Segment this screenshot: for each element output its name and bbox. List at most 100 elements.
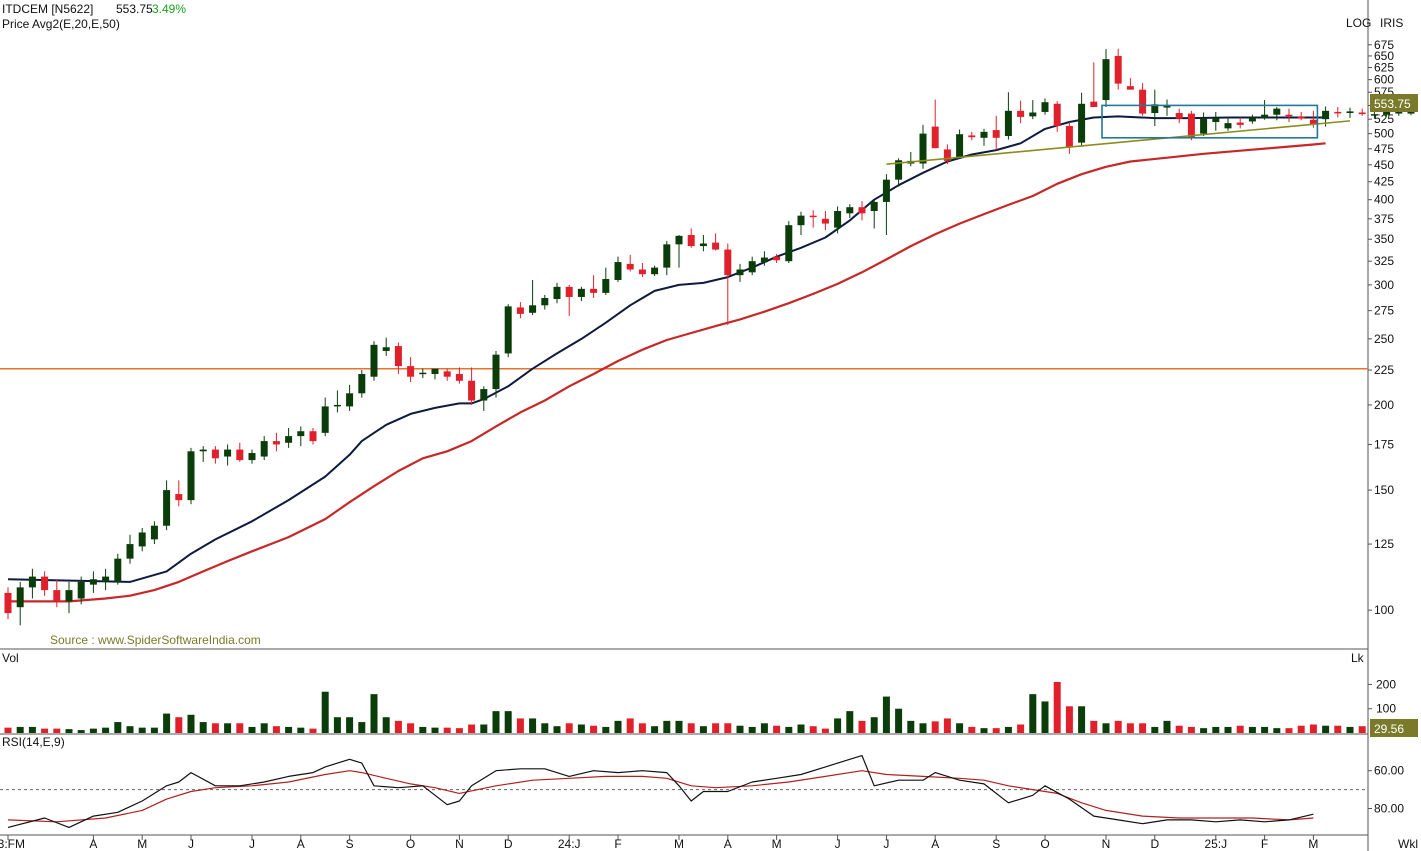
candle-up (114, 558, 122, 582)
volume-bar (150, 727, 158, 733)
volume-bar (577, 724, 585, 733)
volume-bar (1248, 726, 1256, 733)
volume-bar (992, 728, 1000, 733)
time-axis: 23:FM A M J J A S O N D 24:J F M A M J J A S O N D 25:J F M (0, 835, 1318, 851)
time-tick-label: A (931, 837, 939, 851)
volume-bar (895, 708, 903, 733)
volume-panel-label: Vol (2, 651, 19, 665)
candle-down (1017, 110, 1025, 117)
candle-down (724, 249, 732, 276)
candle-down (236, 449, 244, 461)
volume-bar (65, 729, 73, 733)
ema20-line (7, 115, 1326, 583)
volume-bar (1309, 724, 1317, 733)
volume-bar (321, 691, 329, 733)
candle-up (1151, 104, 1159, 114)
candle-up (504, 306, 512, 354)
price-tick-label: 225 (1374, 363, 1394, 377)
volume-bar (553, 726, 561, 733)
volume-last-value-tag (1370, 719, 1418, 737)
volume-bar (614, 720, 622, 733)
candle-up (248, 453, 256, 461)
candle-down (516, 307, 524, 314)
volume-bar (687, 723, 695, 733)
volume-last-value: 29.56 (1374, 722, 1404, 736)
time-tick-label: S (992, 837, 1000, 851)
volume-bar (870, 717, 878, 733)
volume-bar (699, 726, 707, 733)
moving-averages-layer (7, 115, 1326, 603)
volume-bar (663, 720, 671, 733)
timeframe-label[interactable]: Wkl (1398, 837, 1418, 851)
price-tick-label: 100 (1374, 603, 1394, 617)
price-tick-label: 175 (1374, 437, 1394, 451)
candle-down (41, 576, 49, 591)
volume-bar (102, 727, 110, 733)
candle-up (382, 347, 390, 351)
candle-up (1322, 110, 1330, 120)
volume-bar (1224, 726, 1232, 733)
volume-bar (980, 728, 988, 733)
volume-bar (712, 723, 720, 733)
volume-bar (1139, 723, 1147, 733)
rsi-tick-label: 80.00 (1374, 802, 1404, 816)
price-tick-label: 675 (1374, 38, 1394, 52)
candle-down (4, 592, 12, 614)
candle-down (821, 218, 829, 224)
volume-bar (565, 723, 573, 733)
time-tick-label: M (137, 837, 147, 851)
volume-bar (1114, 720, 1122, 733)
volume-bar (760, 723, 768, 733)
candle-up (150, 525, 158, 540)
volume-bar (1041, 701, 1049, 733)
candle-up (65, 590, 73, 602)
candle-up (895, 160, 903, 180)
candle-up (541, 297, 549, 306)
volume-bar (943, 718, 951, 733)
volume-bar (1004, 726, 1012, 733)
annotations-layer (886, 104, 1351, 165)
candle-up (1273, 108, 1281, 115)
candle-up (297, 431, 305, 437)
candle-down (1285, 114, 1293, 117)
candle-up (577, 288, 585, 297)
candle-up (16, 587, 24, 608)
candle-up (553, 286, 561, 300)
volume-bar (1053, 682, 1061, 733)
volume-bar (443, 727, 451, 733)
price-tag (1370, 94, 1418, 112)
candle-up (870, 201, 878, 212)
volume-bar (590, 725, 598, 733)
volume-bar (1017, 724, 1025, 733)
volume-bar (931, 721, 939, 733)
volume-bar (114, 722, 122, 733)
candle-down (407, 366, 415, 377)
candle-down (687, 235, 695, 247)
log-scale-toggle[interactable]: LOG (1346, 16, 1371, 30)
volume-bar (333, 717, 341, 733)
volume-bar (1175, 725, 1183, 733)
candle-up (358, 374, 366, 394)
candle-up (614, 262, 622, 280)
price-tick-label: 525 (1374, 112, 1394, 126)
time-tick-label: 25:J (1204, 837, 1227, 851)
volume-bar (297, 727, 305, 733)
candle-down (992, 130, 1000, 138)
time-tick-label: D (1150, 837, 1159, 851)
volume-bar (455, 728, 463, 733)
support-trendline (886, 120, 1351, 165)
candle-up (1395, 111, 1403, 114)
candle-up (956, 134, 964, 158)
time-tick-label: M (772, 837, 782, 851)
candle-up (602, 279, 610, 293)
candle-up (1383, 110, 1391, 115)
volume-tick-label: 100 (1376, 702, 1396, 716)
price-tick-label: 300 (1374, 278, 1394, 292)
candle-up (675, 235, 683, 245)
candle-up (480, 389, 488, 401)
price-tick-label: 500 (1374, 127, 1394, 141)
price-tick-label: 200 (1374, 398, 1394, 412)
volume-bar (516, 718, 524, 733)
volume-bar (529, 718, 537, 733)
candle-down (809, 215, 817, 218)
